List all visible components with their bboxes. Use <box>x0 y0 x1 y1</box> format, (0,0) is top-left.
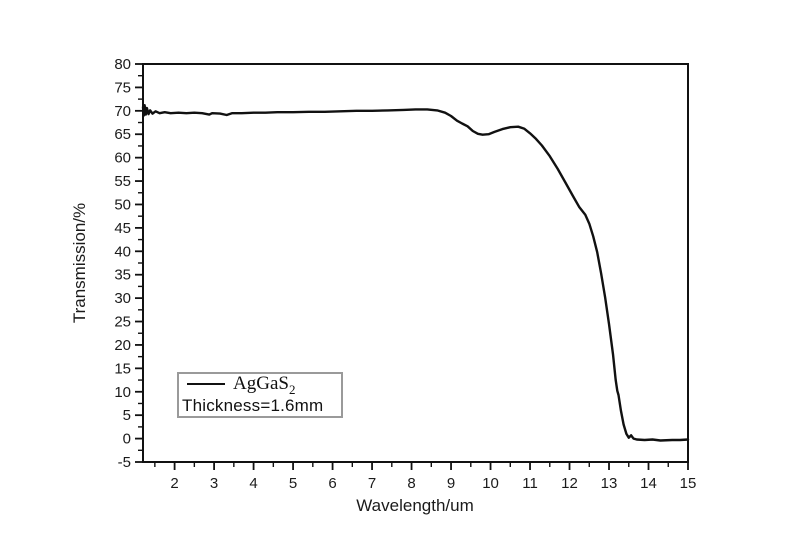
svg-text:-5: -5 <box>118 454 131 471</box>
svg-text:10: 10 <box>482 475 499 492</box>
svg-text:10: 10 <box>114 384 131 401</box>
svg-text:15: 15 <box>680 475 697 492</box>
svg-text:14: 14 <box>640 475 657 492</box>
svg-text:75: 75 <box>114 79 131 96</box>
svg-text:65: 65 <box>114 126 131 143</box>
svg-text:3: 3 <box>210 475 218 492</box>
y-axis-title: Transmission/% <box>70 202 89 324</box>
svg-text:45: 45 <box>114 220 131 237</box>
legend-series-subscript: 2 <box>288 381 296 397</box>
transmission-curve <box>141 104 690 442</box>
y-axis-tick-labels: -5 0 5 10 15 20 25 30 35 40 45 50 55 60 65 70 75 80 <box>114 56 131 471</box>
svg-text:5: 5 <box>289 475 297 492</box>
svg-text:2: 2 <box>170 475 178 492</box>
x-axis-tick-labels: 2 3 4 5 6 7 8 9 10 11 12 13 14 15 <box>170 475 696 492</box>
svg-text:40: 40 <box>114 243 131 260</box>
svg-text:60: 60 <box>114 150 131 167</box>
x-axis-minor-ticks <box>154 462 669 467</box>
x-axis-major-ticks <box>173 462 689 470</box>
svg-text:13: 13 <box>601 475 618 492</box>
svg-text:4: 4 <box>249 475 257 492</box>
legend-thickness-label: Thickness=1.6mm <box>182 396 324 415</box>
legend-line-sample-icon <box>187 383 225 385</box>
svg-text:50: 50 <box>114 196 131 213</box>
y-axis-minor-ticks <box>138 75 143 451</box>
svg-text:8: 8 <box>407 475 415 492</box>
legend-series-row: AgGaS2 <box>182 373 338 397</box>
y-axis-major-ticks <box>135 63 143 463</box>
legend-box: AgGaS2 Thickness=1.6mm <box>177 372 343 418</box>
svg-text:6: 6 <box>328 475 336 492</box>
svg-text:25: 25 <box>114 314 131 331</box>
svg-text:9: 9 <box>447 475 455 492</box>
svg-text:35: 35 <box>114 267 131 284</box>
x-axis-title: Wavelength/um <box>356 496 474 515</box>
legend-thickness-row: Thickness=1.6mm <box>182 395 338 417</box>
legend-series-label: AgGaS2 <box>233 373 296 397</box>
svg-text:12: 12 <box>561 475 578 492</box>
svg-text:80: 80 <box>114 56 131 73</box>
svg-text:20: 20 <box>114 337 131 354</box>
svg-text:15: 15 <box>114 360 131 377</box>
svg-text:5: 5 <box>123 407 131 424</box>
svg-text:55: 55 <box>114 173 131 190</box>
svg-text:30: 30 <box>114 290 131 307</box>
svg-text:0: 0 <box>123 431 131 448</box>
svg-text:7: 7 <box>368 475 376 492</box>
svg-text:11: 11 <box>522 475 538 492</box>
svg-text:70: 70 <box>114 103 131 120</box>
